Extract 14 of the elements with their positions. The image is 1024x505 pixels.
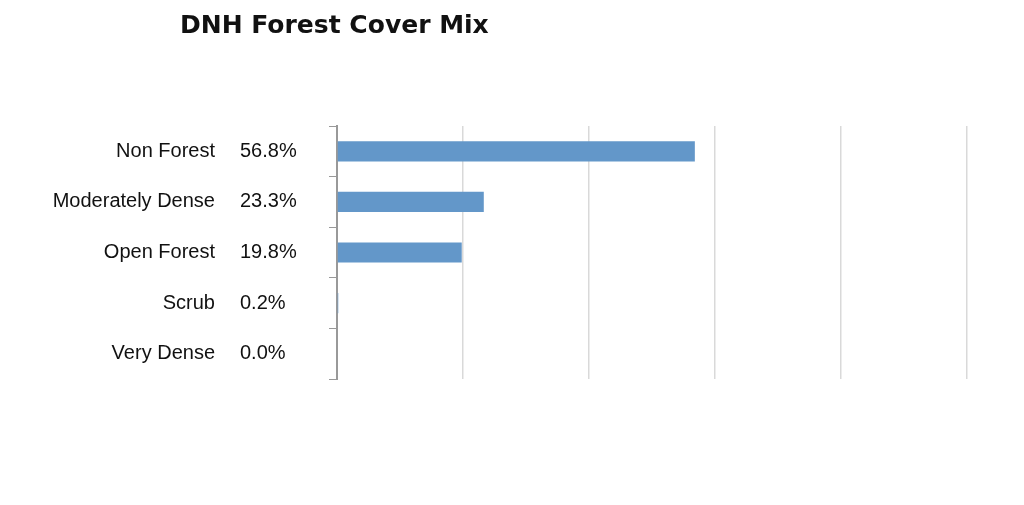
y-tick-label: Non Forest (116, 138, 216, 161)
data-label: 0.0% (240, 341, 286, 364)
bar (337, 242, 462, 263)
y-tick-label: Open Forest (103, 240, 216, 263)
data-label: 0.2% (240, 290, 286, 313)
bar (337, 191, 484, 213)
data-label: 23.3% (240, 189, 297, 212)
y-tick-label: Moderately Dense (52, 189, 215, 212)
data-label: 56.8% (240, 138, 297, 161)
y-tick-label: Very Dense (111, 341, 215, 364)
y-tick-label: Scrub (162, 290, 215, 313)
chart-title: DNH Forest Cover Mix (180, 10, 489, 39)
bar (337, 141, 695, 162)
data-label: 19.8% (240, 240, 297, 263)
